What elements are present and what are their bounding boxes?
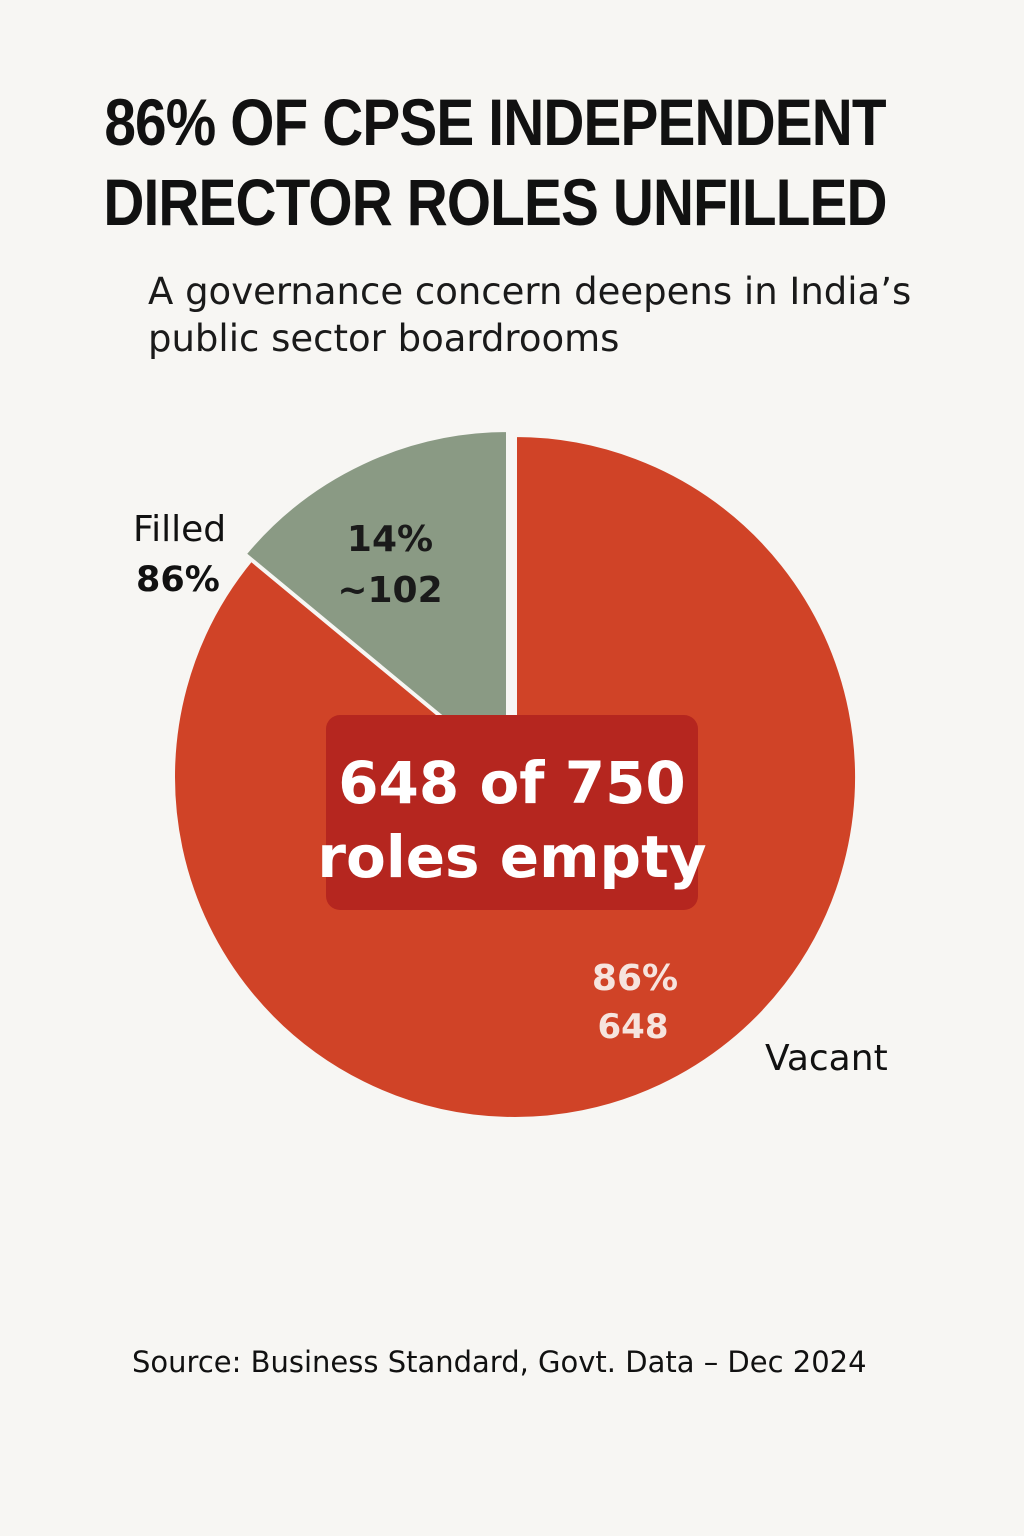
vacant-slice-count-label: 648 [598,1007,669,1047]
vacant-legend-label: Vacant [765,1038,888,1079]
callout-box [326,715,698,910]
chart-subtitle: A governance concern deepens in India’s … [148,268,948,362]
chart-subtitle-line-2: public sector boardrooms [148,317,620,360]
callout-text-line-1: 648 of 750 [338,749,686,817]
chart-title-line-1: 86% OF CPSE INDEPENDENT [104,85,886,159]
chart-title: 86% OF CPSE INDEPENDENT DIRECTOR ROLES U… [69,82,920,242]
source-note: Source: Business Standard, Govt. Data – … [132,1345,867,1379]
vacant-slice-percent-label: 86% [592,958,678,999]
filled-slice-percent-label: 14% [347,519,433,560]
pie-slice-filled [241,427,510,777]
callout-text-line-2: roles empty [317,823,706,891]
filled-slice-count-label: ~102 [337,570,442,611]
filled-legend-value: 86% [136,560,220,600]
chart-subtitle-line-1: A governance concern deepens in India’s [148,270,912,313]
filled-legend-label: Filled [133,509,226,550]
chart-title-line-2: DIRECTOR ROLES UNFILLED [103,165,887,239]
